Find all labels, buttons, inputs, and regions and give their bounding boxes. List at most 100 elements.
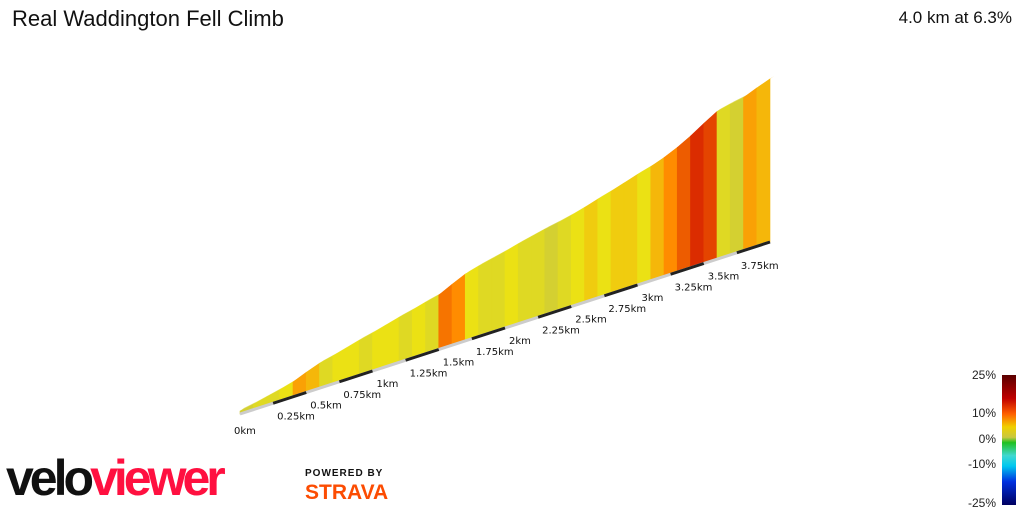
gradient-segment bbox=[332, 347, 347, 385]
profile-top-face bbox=[584, 196, 602, 208]
profile-top-face bbox=[412, 299, 430, 311]
profile-top-face bbox=[306, 360, 324, 373]
axis-tick-band bbox=[272, 391, 307, 405]
profile-top-face bbox=[359, 330, 377, 341]
gradient-segment bbox=[544, 222, 559, 316]
gradient-segment bbox=[345, 339, 360, 381]
gradient-segment bbox=[690, 122, 705, 269]
gradient-segment bbox=[676, 135, 691, 273]
gradient-segment bbox=[438, 283, 453, 350]
gradient-segment bbox=[557, 215, 572, 312]
profile-top-face bbox=[730, 94, 748, 105]
gradient-segment bbox=[584, 198, 599, 303]
gradient-segment bbox=[385, 316, 400, 368]
gradient-segment bbox=[491, 251, 506, 333]
legend-label-25: 25% bbox=[971, 368, 996, 382]
x-tick-label: 2.5km bbox=[575, 315, 606, 326]
profile-top-face bbox=[531, 226, 549, 237]
profile-top-face bbox=[319, 353, 337, 364]
x-tick-label: 1.75km bbox=[476, 347, 514, 358]
climb-summary: 4.0 km at 6.3% bbox=[898, 8, 1012, 27]
axis-tick-band bbox=[537, 305, 572, 319]
gradient-segment bbox=[464, 265, 479, 342]
profile-top-face bbox=[346, 337, 364, 349]
axis-tick-band bbox=[736, 240, 771, 255]
profile-top-face bbox=[518, 233, 536, 244]
x-tick-label: 3km bbox=[642, 293, 664, 304]
x-tick-label: 0km bbox=[234, 426, 256, 437]
x-tick-label: 2.25km bbox=[542, 325, 580, 336]
powered-by-label: POWERED BY bbox=[305, 468, 384, 479]
profile-top-face bbox=[279, 378, 297, 390]
profile-top-face bbox=[452, 271, 470, 285]
x-tick-label: 3.75km bbox=[741, 261, 779, 272]
profile-top-face bbox=[717, 101, 735, 112]
profile-top-face bbox=[240, 401, 258, 411]
profile-top-face bbox=[465, 263, 483, 275]
profile-top-face bbox=[491, 248, 509, 260]
x-tick-label: 1km bbox=[377, 379, 399, 390]
gradient-segment bbox=[531, 228, 546, 320]
gradient-segment bbox=[716, 103, 731, 260]
axis-tick-band bbox=[670, 262, 705, 276]
gradient-segment bbox=[425, 294, 440, 355]
legend-label-0: 0% bbox=[978, 432, 996, 446]
profile-top-face bbox=[478, 256, 496, 267]
gradient-segment bbox=[729, 97, 744, 256]
gradient-segment bbox=[743, 87, 758, 252]
gradient-segment bbox=[451, 273, 466, 346]
profile-top-face bbox=[293, 369, 311, 382]
gradient-segment bbox=[597, 190, 612, 299]
gradient-segment bbox=[411, 301, 426, 359]
gradient-segment bbox=[372, 324, 387, 372]
gradient-segment bbox=[504, 243, 519, 329]
gradient-segment bbox=[623, 173, 638, 290]
axis-tick-band bbox=[405, 348, 440, 362]
profile-top-face bbox=[332, 345, 350, 357]
gradient-segment bbox=[517, 236, 532, 325]
x-tick-label: 2km bbox=[509, 336, 531, 347]
axis-tick-band bbox=[471, 326, 506, 341]
profile-top-face bbox=[385, 314, 403, 326]
profile-top-face bbox=[650, 154, 668, 167]
gradient-segment bbox=[610, 182, 625, 295]
gradient-segment bbox=[663, 146, 678, 277]
profile-top-face bbox=[637, 163, 655, 175]
gradient-segment bbox=[650, 157, 665, 282]
page-title: Real Waddington Fell Climb bbox=[12, 6, 284, 31]
x-tick-label: 1.25km bbox=[410, 368, 448, 379]
profile-top-face bbox=[624, 171, 642, 183]
profile-top-face bbox=[399, 307, 417, 318]
gradient-segment bbox=[478, 258, 493, 338]
profile-top-face bbox=[611, 179, 629, 192]
x-tick-label: 0.5km bbox=[310, 401, 341, 412]
strava-logo: STRAVA bbox=[305, 481, 389, 504]
profile-top-face bbox=[743, 85, 761, 98]
profile-top-face bbox=[677, 133, 695, 148]
gradient-segment bbox=[570, 207, 585, 307]
profile-top-face bbox=[664, 144, 682, 158]
profile-top-face bbox=[544, 219, 562, 230]
axis-tick-band bbox=[603, 283, 638, 298]
gradient-segment bbox=[398, 309, 413, 363]
x-tick-label: 3.25km bbox=[675, 282, 713, 293]
profile-top-face bbox=[597, 188, 615, 200]
profile-top-face bbox=[266, 386, 284, 398]
legend-label-10: 10% bbox=[971, 406, 996, 420]
profile-top-face bbox=[505, 240, 523, 252]
x-tick-label: 0.25km bbox=[277, 411, 315, 422]
gradient-segment bbox=[637, 166, 652, 286]
gradient-segment bbox=[358, 332, 373, 376]
profile-top-face bbox=[756, 76, 774, 89]
legend-label-minus25: -25% bbox=[967, 496, 996, 510]
x-tick-label: 0.75km bbox=[343, 390, 381, 401]
profile-top-face bbox=[372, 322, 390, 334]
x-tick-label: 2.75km bbox=[608, 304, 646, 315]
profile-top-face bbox=[703, 108, 721, 124]
gradient-segment bbox=[703, 110, 718, 264]
profile-top-face bbox=[438, 281, 456, 296]
x-tick-label: 1.5km bbox=[443, 358, 474, 369]
x-tick-label: 3.5km bbox=[708, 272, 739, 283]
